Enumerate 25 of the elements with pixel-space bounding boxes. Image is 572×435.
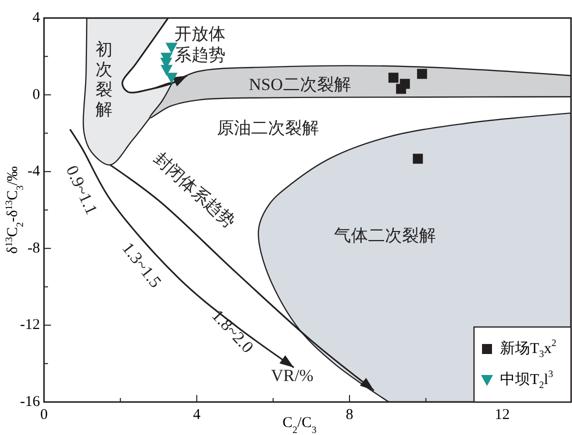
- annotation: 气体二次裂解: [334, 225, 436, 244]
- annotation: 开放体系趋势: [174, 24, 226, 64]
- annotation: 封闭体系趋势: [150, 148, 240, 232]
- y-tick-label: 0: [32, 86, 40, 103]
- point: [160, 64, 173, 76]
- point: [417, 68, 428, 79]
- y-tick-label: -8: [28, 240, 40, 256]
- point: [396, 84, 406, 94]
- x-tick-label: 4: [193, 407, 202, 423]
- annotation: VR/%: [270, 366, 314, 385]
- y-tick-label: 4: [32, 10, 40, 26]
- y-tick-label: -4: [28, 164, 40, 180]
- annotation: NSO二次裂解: [248, 74, 351, 94]
- annotation: 原油二次裂解: [216, 118, 319, 137]
- x-tick-label: 8: [346, 407, 354, 423]
- x-tick-label: 12: [494, 407, 510, 423]
- point: [166, 72, 178, 84]
- point: [412, 154, 423, 164]
- y-tick-label: -16: [20, 394, 40, 410]
- annotation: 初次裂解: [95, 40, 112, 119]
- legend-label: 新场T$_{3}$x$^{2}$: [500, 338, 557, 360]
- legend-label: 中坝T$_{2}$l$^{3}$: [500, 369, 554, 391]
- point: [388, 72, 398, 83]
- x-axis-title: C$_{2}$/C$_{3}$: [282, 415, 317, 435]
- y-tick-label: -12: [20, 317, 40, 334]
